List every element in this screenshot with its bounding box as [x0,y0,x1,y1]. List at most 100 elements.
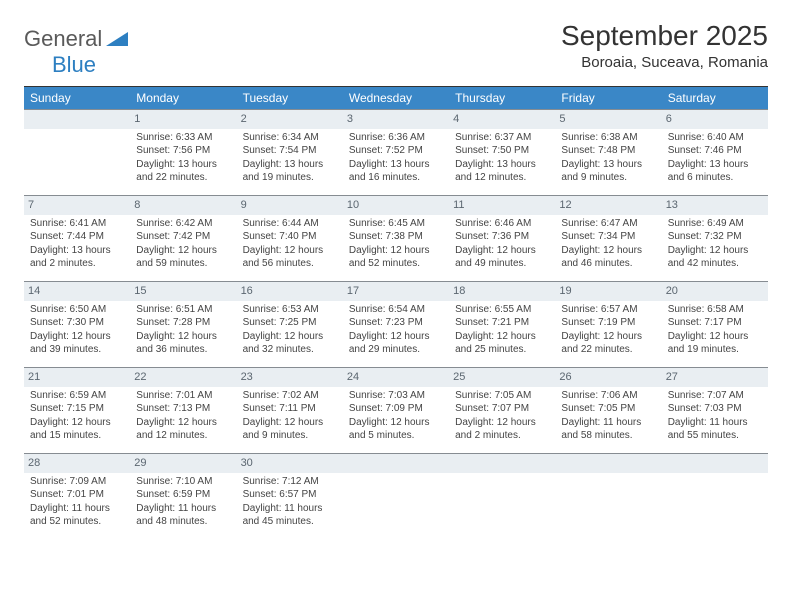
daylight-line1: Daylight: 11 hours [559,416,657,430]
calendar-cell: 3Sunrise: 6:36 AMSunset: 7:52 PMDaylight… [343,109,449,195]
sunrise: Sunrise: 6:50 AM [28,303,126,317]
daylight-line1: Daylight: 11 hours [134,502,232,516]
day-number: 8 [130,195,236,215]
sunset: Sunset: 7:21 PM [453,316,551,330]
daylight-line2: and 2 minutes. [28,257,126,271]
calendar-cell: 13Sunrise: 6:49 AMSunset: 7:32 PMDayligh… [662,195,768,281]
logo-triangle-icon [106,26,128,52]
empty-day [343,453,449,473]
daylight-line2: and 39 minutes. [28,343,126,357]
daylight-line1: Daylight: 12 hours [241,330,339,344]
sunrise: Sunrise: 6:34 AM [241,131,339,145]
daylight-line2: and 19 minutes. [241,171,339,185]
sunset: Sunset: 7:05 PM [559,402,657,416]
day-number: 9 [237,195,343,215]
daylight-line1: Daylight: 11 hours [666,416,764,430]
daylight-line2: and 16 minutes. [347,171,445,185]
sunrise: Sunrise: 6:42 AM [134,217,232,231]
daylight-line1: Daylight: 12 hours [241,416,339,430]
logo-line1: General [24,26,102,51]
calendar-cell: 12Sunrise: 6:47 AMSunset: 7:34 PMDayligh… [555,195,661,281]
day-number: 14 [24,281,130,301]
calendar-row: 7Sunrise: 6:41 AMSunset: 7:44 PMDaylight… [24,195,768,281]
daylight-line2: and 32 minutes. [241,343,339,357]
sunset: Sunset: 7:11 PM [241,402,339,416]
daylight-line1: Daylight: 13 hours [241,158,339,172]
day-number: 28 [24,453,130,473]
sunset: Sunset: 7:52 PM [347,144,445,158]
day-number: 20 [662,281,768,301]
daylight-line1: Daylight: 13 hours [134,158,232,172]
sunset: Sunset: 7:23 PM [347,316,445,330]
day-number: 4 [449,109,555,129]
calendar-cell: 30Sunrise: 7:12 AMSunset: 6:57 PMDayligh… [237,453,343,539]
sunrise: Sunrise: 6:36 AM [347,131,445,145]
page-title: September 2025 [561,20,768,52]
daylight-line2: and 22 minutes. [134,171,232,185]
daylight-line2: and 45 minutes. [241,515,339,529]
calendar-cell: 14Sunrise: 6:50 AMSunset: 7:30 PMDayligh… [24,281,130,367]
empty-day [449,453,555,473]
daylight-line1: Daylight: 12 hours [241,244,339,258]
daylight-line1: Daylight: 12 hours [347,330,445,344]
daylight-line1: Daylight: 12 hours [453,330,551,344]
sunset: Sunset: 7:36 PM [453,230,551,244]
daylight-line1: Daylight: 12 hours [347,416,445,430]
day-number: 22 [130,367,236,387]
sunset: Sunset: 7:32 PM [666,230,764,244]
sunrise: Sunrise: 6:54 AM [347,303,445,317]
daylight-line1: Daylight: 11 hours [241,502,339,516]
calendar-cell [343,453,449,539]
daylight-line2: and 36 minutes. [134,343,232,357]
daylight-line1: Daylight: 12 hours [559,244,657,258]
day-number: 15 [130,281,236,301]
sunrise: Sunrise: 6:55 AM [453,303,551,317]
calendar-cell: 9Sunrise: 6:44 AMSunset: 7:40 PMDaylight… [237,195,343,281]
sunrise: Sunrise: 7:03 AM [347,389,445,403]
sunrise: Sunrise: 6:59 AM [28,389,126,403]
daylight-line1: Daylight: 12 hours [666,330,764,344]
daylight-line2: and 29 minutes. [347,343,445,357]
daylight-line2: and 15 minutes. [28,429,126,443]
daylight-line1: Daylight: 12 hours [347,244,445,258]
calendar-cell [662,453,768,539]
calendar-cell: 10Sunrise: 6:45 AMSunset: 7:38 PMDayligh… [343,195,449,281]
calendar-table: Sunday Monday Tuesday Wednesday Thursday… [24,87,768,539]
sunrise: Sunrise: 6:33 AM [134,131,232,145]
calendar-row: 1Sunrise: 6:33 AMSunset: 7:56 PMDaylight… [24,109,768,195]
daylight-line2: and 25 minutes. [453,343,551,357]
calendar-cell: 28Sunrise: 7:09 AMSunset: 7:01 PMDayligh… [24,453,130,539]
weekday-header: Sunday [24,87,130,109]
sunset: Sunset: 7:42 PM [134,230,232,244]
calendar-cell: 2Sunrise: 6:34 AMSunset: 7:54 PMDaylight… [237,109,343,195]
sunrise: Sunrise: 6:47 AM [559,217,657,231]
sunrise: Sunrise: 6:58 AM [666,303,764,317]
sunrise: Sunrise: 7:07 AM [666,389,764,403]
daylight-line2: and 52 minutes. [28,515,126,529]
daylight-line1: Daylight: 12 hours [134,330,232,344]
sunrise: Sunrise: 6:46 AM [453,217,551,231]
calendar-cell [555,453,661,539]
daylight-line2: and 9 minutes. [559,171,657,185]
calendar-cell: 15Sunrise: 6:51 AMSunset: 7:28 PMDayligh… [130,281,236,367]
calendar-cell: 20Sunrise: 6:58 AMSunset: 7:17 PMDayligh… [662,281,768,367]
daylight-line1: Daylight: 12 hours [134,416,232,430]
sunrise: Sunrise: 6:38 AM [559,131,657,145]
daylight-line2: and 58 minutes. [559,429,657,443]
sunrise: Sunrise: 7:12 AM [241,475,339,489]
daylight-line1: Daylight: 13 hours [453,158,551,172]
sunset: Sunset: 7:46 PM [666,144,764,158]
daylight-line1: Daylight: 12 hours [28,416,126,430]
calendar-cell: 22Sunrise: 7:01 AMSunset: 7:13 PMDayligh… [130,367,236,453]
day-number: 10 [343,195,449,215]
day-number: 19 [555,281,661,301]
sunrise: Sunrise: 7:05 AM [453,389,551,403]
daylight-line2: and 6 minutes. [666,171,764,185]
day-number: 16 [237,281,343,301]
daylight-line2: and 19 minutes. [666,343,764,357]
daylight-line1: Daylight: 13 hours [666,158,764,172]
calendar-cell: 16Sunrise: 6:53 AMSunset: 7:25 PMDayligh… [237,281,343,367]
daylight-line1: Daylight: 13 hours [28,244,126,258]
sunset: Sunset: 7:40 PM [241,230,339,244]
sunset: Sunset: 7:38 PM [347,230,445,244]
